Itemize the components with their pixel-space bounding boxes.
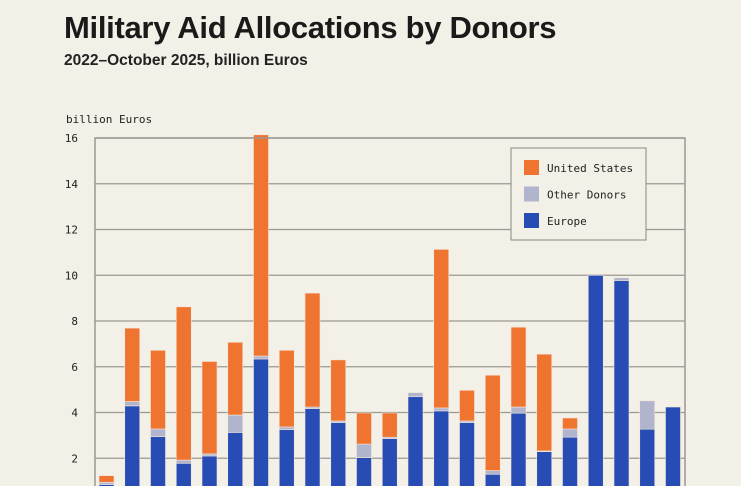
bar-united-states (459, 390, 475, 422)
bar-other-donors (201, 453, 218, 457)
y-tick-label: 12 (65, 224, 78, 237)
bar-europe (253, 358, 269, 486)
bar-other-donors (562, 428, 578, 438)
bar-united-states (510, 326, 527, 408)
bar-united-states (124, 327, 141, 402)
bar-europe (510, 412, 527, 486)
bar-europe (150, 436, 166, 486)
bar-europe (381, 438, 398, 486)
bar-europe (330, 422, 347, 486)
bar-europe (587, 274, 604, 486)
bar-united-states (278, 349, 295, 428)
bars (98, 134, 681, 486)
bar-united-states (330, 359, 347, 422)
bar-other-donors (227, 414, 244, 433)
bar-europe (124, 405, 141, 486)
bar-europe (407, 396, 424, 486)
bar-europe (278, 429, 295, 486)
bar-other-donors (484, 470, 501, 475)
bar-europe (433, 410, 450, 486)
bar-europe (613, 280, 630, 486)
bar-europe (562, 436, 578, 486)
y-tick-label: 6 (71, 361, 78, 374)
legend-label: Europe (547, 215, 587, 228)
y-tick-label: 8 (71, 315, 78, 328)
bar-other-donors (124, 401, 141, 407)
chart-subtitle: 2022–October 2025, billion Euros (64, 52, 308, 69)
legend-label: United States (547, 162, 633, 175)
bar-other-donors (433, 407, 450, 412)
y-tick-label: 14 (65, 178, 79, 191)
bar-other-donors (98, 481, 115, 485)
legend-swatch (524, 160, 539, 175)
bar-europe (639, 428, 656, 486)
plot-frame (94, 137, 686, 486)
bar-europe (459, 422, 475, 486)
bar-europe (665, 406, 681, 486)
bar-other-donors (356, 443, 372, 458)
bar-europe (304, 408, 321, 486)
bar-united-states (227, 341, 244, 416)
legend-label: Other Donors (547, 189, 626, 202)
bar-europe (484, 473, 501, 486)
legend-swatch (524, 186, 539, 202)
bar-europe (536, 451, 553, 486)
chart-title: Military Aid Allocations by Donors (64, 10, 557, 45)
bar-united-states (253, 134, 269, 357)
y-tick-label: 10 (65, 269, 78, 282)
bar-other-donors (407, 392, 424, 398)
bar-united-states (175, 306, 192, 461)
bar-united-states (150, 349, 166, 430)
bar-europe (356, 457, 372, 486)
bar-other-donors (639, 400, 656, 430)
bar-united-states (356, 412, 372, 445)
bar-other-donors (510, 406, 527, 414)
legend-swatch (524, 213, 539, 228)
bar-united-states (484, 374, 501, 471)
bar-united-states (433, 249, 450, 409)
plot-border (94, 137, 686, 486)
bar-other-donors (150, 428, 166, 437)
bar-united-states (201, 361, 218, 455)
bar-other-donors (278, 426, 295, 430)
bar-united-states (304, 292, 321, 408)
bar-europe (201, 455, 218, 486)
y-axis-label: billion Euros (66, 113, 152, 126)
y-tick-label: 16 (65, 132, 78, 145)
bar-other-donors (253, 355, 269, 360)
y-tick-label: 4 (71, 407, 78, 420)
bar-united-states (536, 353, 553, 452)
bar-other-donors (613, 277, 630, 281)
bar-europe (227, 432, 244, 486)
y-tick-label: 2 (71, 452, 78, 465)
bar-other-donors (175, 459, 192, 464)
bar-europe (175, 462, 192, 486)
bar-united-states (381, 412, 398, 438)
bar-united-states (98, 475, 115, 483)
bar-united-states (562, 417, 578, 430)
legend: United States Other Donors Europe (510, 147, 647, 241)
